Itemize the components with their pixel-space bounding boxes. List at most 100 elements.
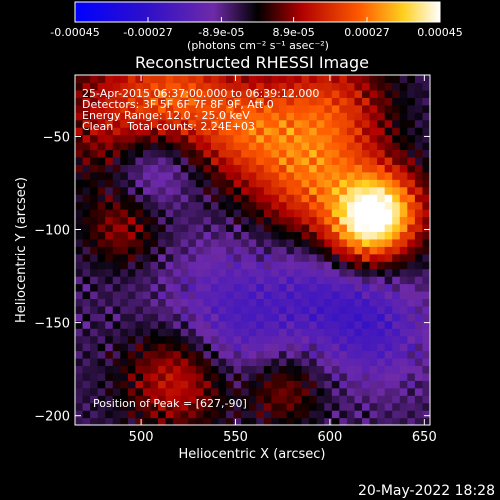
heatmap-cell xyxy=(120,372,129,381)
heatmap-cell xyxy=(263,142,272,151)
heatmap-cell xyxy=(195,253,204,262)
heatmap-cell xyxy=(309,268,318,277)
heatmap-cell xyxy=(135,171,144,180)
heatmap-cell xyxy=(105,82,114,91)
heatmap-cell xyxy=(362,246,371,255)
heatmap-cell xyxy=(97,209,106,218)
heatmap-cell xyxy=(75,127,84,136)
heatmap-cell xyxy=(195,417,204,425)
heatmap-cell xyxy=(354,253,363,262)
heatmap-cell xyxy=(346,410,356,419)
heatmap-cell xyxy=(158,194,167,203)
y-tick-label: −150 xyxy=(34,317,70,332)
heatmap-cell xyxy=(82,149,91,158)
heatmap-cell xyxy=(384,357,393,367)
heatmap-cell xyxy=(392,171,401,180)
heatmap-cell xyxy=(354,335,363,344)
heatmap-cell xyxy=(195,387,204,396)
heatmap-cell xyxy=(97,127,106,136)
heatmap-cell xyxy=(294,127,303,136)
heatmap-cell xyxy=(331,320,340,329)
heatmap-cell xyxy=(339,246,348,255)
heatmap-cell xyxy=(150,298,159,307)
heatmap-cell xyxy=(316,216,325,225)
heatmap-cell xyxy=(248,231,257,240)
heatmap-cell xyxy=(173,246,182,255)
heatmap-cell xyxy=(309,380,318,389)
heatmap-cell xyxy=(135,395,144,404)
heatmap-cell xyxy=(112,298,121,307)
heatmap-cell xyxy=(278,179,288,188)
heatmap-cell xyxy=(339,209,348,218)
heatmap-cell xyxy=(331,82,340,91)
heatmap-cell xyxy=(324,343,333,352)
heatmap-cell xyxy=(263,149,272,158)
heatmap-cell xyxy=(331,350,340,359)
heatmap-cell xyxy=(286,305,295,314)
heatmap-cell xyxy=(90,350,99,359)
heatmap-cell xyxy=(324,216,333,225)
heatmap-cell xyxy=(339,395,348,404)
heatmap-cell xyxy=(233,268,242,277)
heatmap-cell xyxy=(339,380,348,389)
heatmap-cell xyxy=(203,97,212,106)
heatmap-cell xyxy=(392,253,401,262)
heatmap-cell xyxy=(422,253,430,262)
heatmap-cell xyxy=(195,156,204,165)
heatmap-cell xyxy=(165,343,174,352)
heatmap-cell xyxy=(331,164,340,173)
heatmap-cell xyxy=(263,164,272,173)
heatmap-cell xyxy=(120,276,129,285)
heatmap-cell xyxy=(422,268,430,277)
heatmap-cell xyxy=(384,171,393,180)
heatmap-cell xyxy=(286,209,295,218)
heatmap-cell xyxy=(369,119,378,128)
heatmap-cell xyxy=(226,209,235,218)
heatmap-cell xyxy=(384,343,393,352)
heatmap-cell xyxy=(188,365,197,374)
heatmap-cell xyxy=(203,104,212,113)
heatmap-cell xyxy=(180,313,189,322)
heatmap-cell xyxy=(75,246,84,255)
heatmap-cell xyxy=(263,238,272,247)
heatmap-cell xyxy=(248,238,257,247)
heatmap-cell xyxy=(377,127,386,136)
heatmap-cell xyxy=(165,365,174,374)
heatmap-cell xyxy=(316,127,325,136)
heatmap-cell xyxy=(354,142,363,151)
heatmap-cell xyxy=(422,209,430,218)
heatmap-cell xyxy=(75,372,84,381)
heatmap-cell xyxy=(331,179,340,188)
heatmap-cell xyxy=(120,112,129,121)
heatmap-cell xyxy=(369,283,378,292)
heatmap-cell xyxy=(82,298,91,307)
heatmap-cell xyxy=(294,82,303,91)
heatmap-cell xyxy=(339,179,348,188)
heatmap-cell xyxy=(278,201,288,210)
heatmap-cell xyxy=(324,380,333,389)
heatmap-cell xyxy=(248,320,257,329)
heatmap-cell xyxy=(218,149,227,158)
heatmap-cell xyxy=(210,357,220,367)
heatmap-cell xyxy=(82,290,91,300)
heatmap-cell xyxy=(301,89,310,98)
heatmap-cell xyxy=(112,253,121,262)
heatmap-cell xyxy=(301,313,310,322)
heatmap-cell xyxy=(241,395,250,404)
heatmap-cell xyxy=(180,97,189,106)
heatmap-cell xyxy=(218,223,227,232)
heatmap-cell xyxy=(248,97,257,106)
heatmap-cell xyxy=(286,238,295,247)
heatmap-cell xyxy=(112,209,121,218)
heatmap-cell xyxy=(97,335,106,344)
heatmap-cell xyxy=(392,156,401,165)
heatmap-cell xyxy=(188,253,197,262)
heatmap-cell xyxy=(173,142,182,151)
heatmap-cell xyxy=(82,127,91,136)
heatmap-cell xyxy=(278,223,288,232)
heatmap-cell xyxy=(97,149,106,158)
heatmap-cell xyxy=(263,328,272,337)
heatmap-cell xyxy=(233,216,242,225)
heatmap-cell xyxy=(339,164,348,173)
